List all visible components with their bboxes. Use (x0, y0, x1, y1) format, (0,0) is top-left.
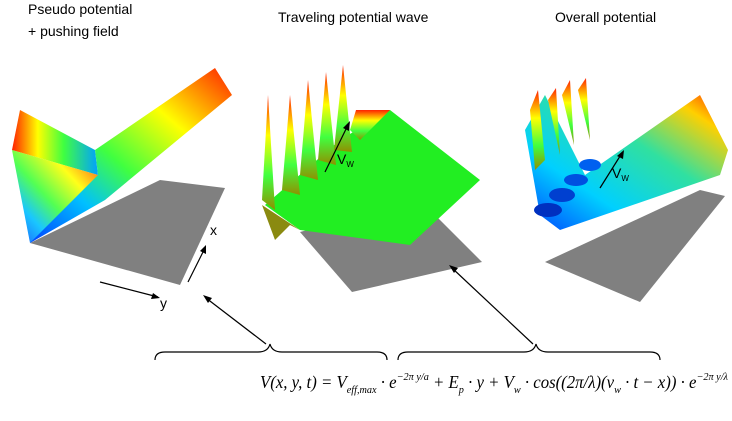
spike (262, 95, 275, 210)
annotations (155, 265, 660, 360)
equation: V(x, y, t) = Veff,max · e−2π y/a + Ep · … (260, 371, 728, 396)
panel-overall: VW (525, 78, 728, 302)
equation-part: V(x, y, t) = V (260, 372, 349, 393)
spike (318, 72, 336, 165)
title-right: Overall potential (555, 9, 656, 25)
equation-part: · y + V (464, 372, 516, 392)
title-left-2: + pushing field (28, 23, 119, 39)
well (534, 203, 562, 217)
brace (398, 344, 660, 360)
y-arrow (100, 282, 158, 297)
equation-part: + E (429, 372, 459, 392)
well (579, 159, 601, 171)
panel-pseudo: y x (12, 68, 232, 311)
axis-y: y (160, 295, 167, 311)
title-middle: Traveling potential wave (278, 9, 429, 25)
figure: Pseudo potential + pushing field Traveli… (0, 0, 732, 421)
titles: Pseudo potential + pushing field Traveli… (28, 1, 656, 39)
pointer (206, 298, 266, 344)
spike (334, 65, 352, 152)
panel-wave: VW (262, 65, 482, 292)
well (564, 174, 588, 186)
equation-part: · cos((2π/λ)(v (521, 372, 614, 393)
spike (578, 78, 590, 140)
equation-part: · t − x)) · e (621, 372, 697, 393)
spike (282, 95, 300, 195)
equation-part: −2π y/λ (696, 371, 728, 383)
title-left-1: Pseudo potential (28, 1, 132, 17)
wave-label-sub: W (346, 160, 354, 169)
well (549, 188, 575, 202)
brace (155, 344, 387, 360)
equation-part: eff,max (347, 384, 377, 396)
arrowhead (151, 293, 160, 299)
axis-x: x (210, 222, 217, 238)
pointer (452, 268, 533, 344)
spike (300, 80, 318, 180)
equation-part: · e (377, 372, 397, 392)
equation-part: −2π y/a (397, 371, 430, 383)
wave-label-sub: W (621, 174, 629, 183)
